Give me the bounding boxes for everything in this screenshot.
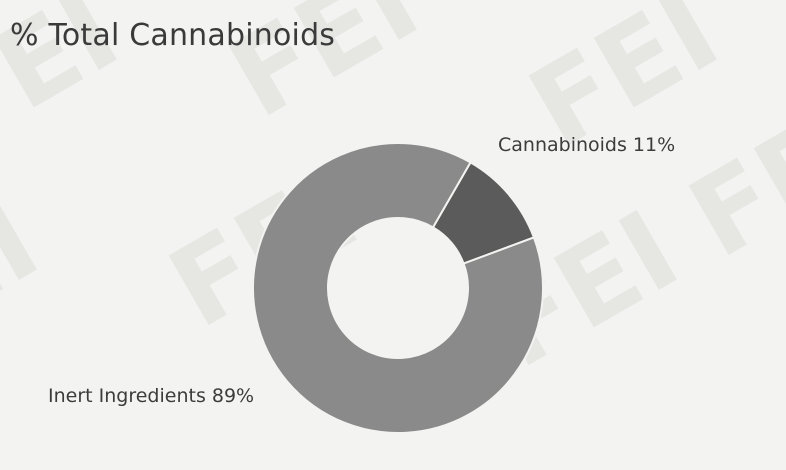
slice-label-inert-ingredients: Inert Ingredients 89%: [48, 385, 254, 407]
slice-label-cannabinoids: Cannabinoids 11%: [498, 134, 675, 156]
chart-title: % Total Cannabinoids: [10, 18, 336, 53]
slice-inert-ingredients: [252, 142, 544, 434]
